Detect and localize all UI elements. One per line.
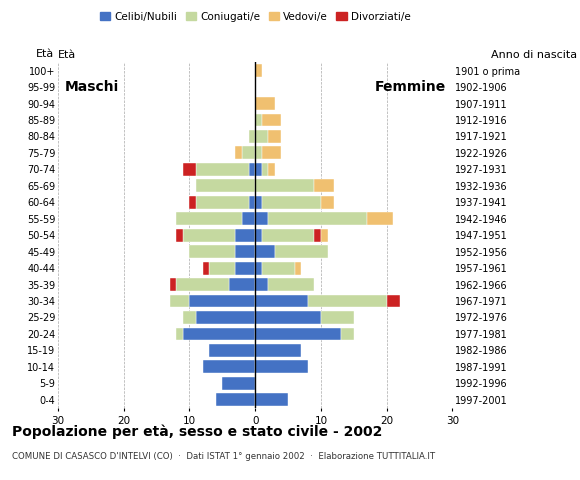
Bar: [255, 311, 321, 324]
Bar: [196, 311, 255, 324]
Bar: [255, 360, 308, 373]
Bar: [262, 146, 281, 159]
Bar: [176, 327, 183, 340]
Bar: [249, 130, 255, 143]
Bar: [190, 196, 196, 209]
Bar: [255, 130, 269, 143]
Bar: [314, 180, 334, 192]
Bar: [235, 245, 255, 258]
Bar: [255, 146, 262, 159]
Bar: [275, 245, 328, 258]
Bar: [255, 393, 288, 406]
Bar: [202, 360, 255, 373]
Bar: [255, 278, 269, 291]
Bar: [170, 278, 176, 291]
Bar: [321, 311, 354, 324]
Bar: [235, 262, 255, 275]
Bar: [262, 196, 321, 209]
Bar: [314, 229, 321, 241]
Bar: [262, 114, 281, 126]
Bar: [235, 229, 255, 241]
Bar: [255, 229, 262, 241]
Bar: [255, 196, 262, 209]
Bar: [196, 163, 249, 176]
Bar: [176, 278, 229, 291]
Bar: [216, 393, 255, 406]
Bar: [229, 278, 255, 291]
Bar: [242, 146, 255, 159]
Bar: [321, 196, 334, 209]
Bar: [209, 344, 255, 357]
Bar: [170, 295, 190, 308]
Bar: [269, 163, 275, 176]
Bar: [255, 262, 262, 275]
Bar: [255, 180, 314, 192]
Bar: [255, 295, 308, 308]
Bar: [262, 262, 295, 275]
Text: Anno di nascita: Anno di nascita: [491, 50, 577, 60]
Legend: Celibi/Nubili, Coniugati/e, Vedovi/e, Divorziati/e: Celibi/Nubili, Coniugati/e, Vedovi/e, Di…: [96, 8, 415, 26]
Bar: [255, 327, 340, 340]
Bar: [190, 245, 235, 258]
Bar: [249, 196, 255, 209]
Bar: [269, 278, 314, 291]
Bar: [262, 229, 314, 241]
Bar: [255, 245, 275, 258]
Bar: [340, 327, 354, 340]
Text: Popolazione per età, sesso e stato civile - 2002: Popolazione per età, sesso e stato civil…: [12, 425, 382, 439]
Bar: [249, 163, 255, 176]
Bar: [255, 64, 262, 77]
Bar: [308, 295, 387, 308]
Bar: [255, 97, 275, 110]
Bar: [196, 180, 255, 192]
Bar: [269, 130, 281, 143]
Bar: [387, 295, 400, 308]
Bar: [209, 262, 235, 275]
Bar: [255, 114, 262, 126]
Bar: [222, 377, 255, 390]
Bar: [255, 344, 301, 357]
Text: Maschi: Maschi: [64, 80, 119, 94]
Bar: [242, 212, 255, 225]
Bar: [190, 295, 255, 308]
Bar: [183, 327, 255, 340]
Bar: [255, 212, 269, 225]
Bar: [262, 163, 269, 176]
Bar: [269, 212, 367, 225]
Bar: [367, 212, 393, 225]
Bar: [235, 146, 242, 159]
Bar: [183, 229, 235, 241]
Bar: [202, 262, 209, 275]
Bar: [196, 196, 249, 209]
Text: Età: Età: [58, 50, 76, 60]
Bar: [176, 212, 242, 225]
Bar: [176, 229, 183, 241]
Text: COMUNE DI CASASCO D'INTELVI (CO)  ·  Dati ISTAT 1° gennaio 2002  ·  Elaborazione: COMUNE DI CASASCO D'INTELVI (CO) · Dati …: [12, 452, 435, 461]
Bar: [183, 163, 196, 176]
Text: Femmine: Femmine: [375, 80, 446, 94]
Bar: [321, 229, 328, 241]
Bar: [183, 311, 196, 324]
Text: Età: Età: [36, 49, 54, 59]
Bar: [295, 262, 301, 275]
Bar: [255, 163, 262, 176]
